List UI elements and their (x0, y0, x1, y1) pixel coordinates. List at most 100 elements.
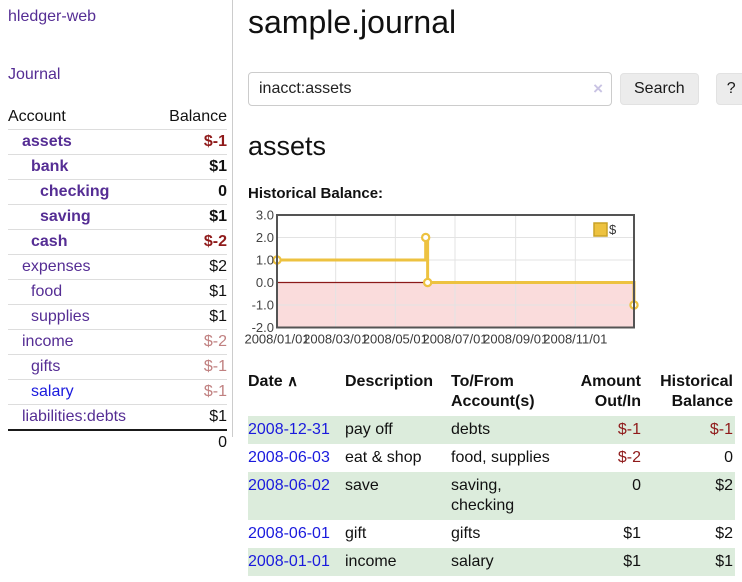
transaction-amount: 0 (632, 477, 641, 494)
accounts-table: Account Balance assets $-1 bank $1 checking 0… (8, 104, 227, 455)
main-content: sample.journal × Search ? assets Histori… (244, 0, 742, 576)
accounts-total-row: 0 (8, 429, 227, 455)
account-balance: $1 (209, 158, 227, 175)
transaction-accounts: food, supplies (451, 449, 550, 466)
account-row: food $1 (8, 279, 227, 304)
account-link-cash[interactable]: cash (31, 233, 68, 250)
transaction-description: gift (345, 525, 367, 542)
transaction-date-link[interactable]: 2008-06-03 (248, 449, 330, 466)
transaction-description: income (345, 553, 397, 570)
balance-column-header: Balance (169, 107, 227, 125)
svg-text:2.0: 2.0 (256, 230, 274, 245)
register-row: 2008-01-01 income salary $1 $1 (248, 548, 735, 576)
transaction-balance: $2 (715, 525, 733, 542)
svg-text:$: $ (609, 222, 617, 237)
register-row: 2008-06-01 gift gifts $1 $2 (248, 520, 735, 548)
account-balance: $1 (209, 208, 227, 225)
account-link-supplies[interactable]: supplies (31, 308, 90, 325)
transaction-amount: $-1 (617, 421, 641, 438)
accounts-column-header: To/From Account(s) (451, 373, 535, 410)
svg-text:1.0: 1.0 (256, 253, 274, 268)
transaction-date-link[interactable]: 2008-01-01 (248, 553, 330, 570)
account-link-assets[interactable]: assets (22, 133, 72, 150)
account-link-salary[interactable]: salary (31, 383, 74, 400)
transaction-amount: $1 (623, 525, 641, 542)
search-input[interactable] (248, 72, 612, 106)
amount-column-header: Amount Out/In (580, 373, 641, 410)
accounts-table-body: assets $-1 bank $1 checking 0 saving $1 cash $-2 e… (8, 129, 227, 429)
svg-text:0.0: 0.0 (256, 275, 274, 290)
transaction-accounts: saving, checking (451, 477, 515, 514)
account-heading: assets (248, 131, 327, 161)
date-column-header[interactable]: Date ∧ (248, 373, 299, 390)
sort-ascending-icon: ∧ (287, 373, 299, 390)
accounts-table-header: Account Balance (8, 104, 227, 129)
account-row: supplies $1 (8, 304, 227, 329)
svg-text:2008/11/01: 2008/11/01 (543, 332, 607, 347)
sidebar-item-journal[interactable]: Journal (8, 66, 61, 83)
register-row: 2008-06-02 save saving, checking 0 $2 (248, 472, 735, 520)
search-button[interactable]: Search (620, 73, 699, 105)
register-row: 2008-06-03 eat & shop food, supplies $-2 0 (248, 444, 735, 472)
account-balance: $1 (209, 408, 227, 425)
transaction-description: save (345, 477, 379, 494)
svg-text:2008/03/01: 2008/03/01 (303, 332, 368, 347)
account-row: liabilities:debts $1 (8, 404, 227, 429)
account-balance: $1 (209, 283, 227, 300)
svg-text:2008/09/01: 2008/09/01 (483, 332, 548, 347)
help-button[interactable]: ? (715, 73, 742, 105)
account-link-food[interactable]: food (31, 283, 63, 300)
account-link-bank[interactable]: bank (31, 158, 69, 175)
svg-text:3.0: 3.0 (256, 208, 274, 223)
accounts-total-value: 0 (218, 434, 227, 451)
account-row: gifts $-1 (8, 354, 227, 379)
transaction-amount: $1 (623, 553, 641, 570)
transaction-accounts: gifts (451, 525, 481, 542)
account-link-income[interactable]: income (22, 333, 74, 350)
account-row: expenses $2 (8, 254, 227, 279)
historical-balance-chart: $3.0 2.0 1.0 0.0 -1.0 -2.0 2008/01/01 2008/03/0… (244, 208, 668, 352)
sidebar: hledger-web Journal Account Balance asse… (0, 0, 233, 451)
app-brand-link[interactable]: hledger-web (8, 8, 97, 25)
page-title: sample.journal (248, 4, 457, 40)
transaction-accounts: salary (451, 553, 494, 570)
account-balance: 0 (218, 183, 227, 200)
account-row: checking 0 (8, 179, 227, 204)
transaction-amount: $-2 (617, 449, 641, 466)
transaction-balance: $1 (715, 553, 733, 570)
account-balance: $-1 (203, 383, 227, 400)
account-row: cash $-2 (8, 229, 227, 254)
account-balance: $-1 (203, 133, 227, 150)
transaction-balance: 0 (724, 449, 733, 466)
account-row: bank $1 (8, 154, 227, 179)
transaction-date-link[interactable]: 2008-06-01 (248, 525, 330, 542)
account-row: income $-2 (8, 329, 227, 354)
account-link-liabilities-debts[interactable]: liabilities:debts (22, 408, 127, 425)
clear-search-icon[interactable]: × (593, 79, 603, 98)
svg-text:-2.0: -2.0 (252, 320, 274, 335)
transaction-accounts: debts (451, 421, 491, 438)
transaction-balance: $2 (715, 477, 733, 494)
account-link-saving[interactable]: saving (40, 208, 91, 225)
register-table: Date ∧ Description To/From Account(s) Am… (248, 370, 735, 576)
balance-column-header-main: Historical Balance (660, 373, 733, 410)
account-balance: $1 (209, 308, 227, 325)
account-row: assets $-1 (8, 129, 227, 154)
svg-text:2008/01/01: 2008/01/01 (244, 332, 309, 347)
transaction-balance: $-1 (709, 421, 733, 438)
svg-text:2008/07/01: 2008/07/01 (422, 332, 487, 347)
chart-title: Historical Balance: (248, 185, 384, 202)
account-link-expenses[interactable]: expenses (22, 258, 91, 275)
transaction-date-link[interactable]: 2008-12-31 (248, 421, 330, 438)
register-header-row: Date ∧ Description To/From Account(s) Am… (248, 370, 735, 416)
account-column-header: Account (8, 107, 66, 125)
account-link-checking[interactable]: checking (40, 183, 110, 200)
account-balance: $-2 (203, 333, 227, 350)
account-link-gifts[interactable]: gifts (31, 358, 61, 375)
svg-text:2008/05/01: 2008/05/01 (363, 332, 428, 347)
account-row: salary $-1 (8, 379, 227, 404)
register-row: 2008-12-31 pay off debts $-1 $-1 (248, 416, 735, 444)
transaction-date-link[interactable]: 2008-06-02 (248, 477, 330, 494)
transaction-description: pay off (345, 421, 393, 438)
description-column-header: Description (345, 373, 434, 390)
